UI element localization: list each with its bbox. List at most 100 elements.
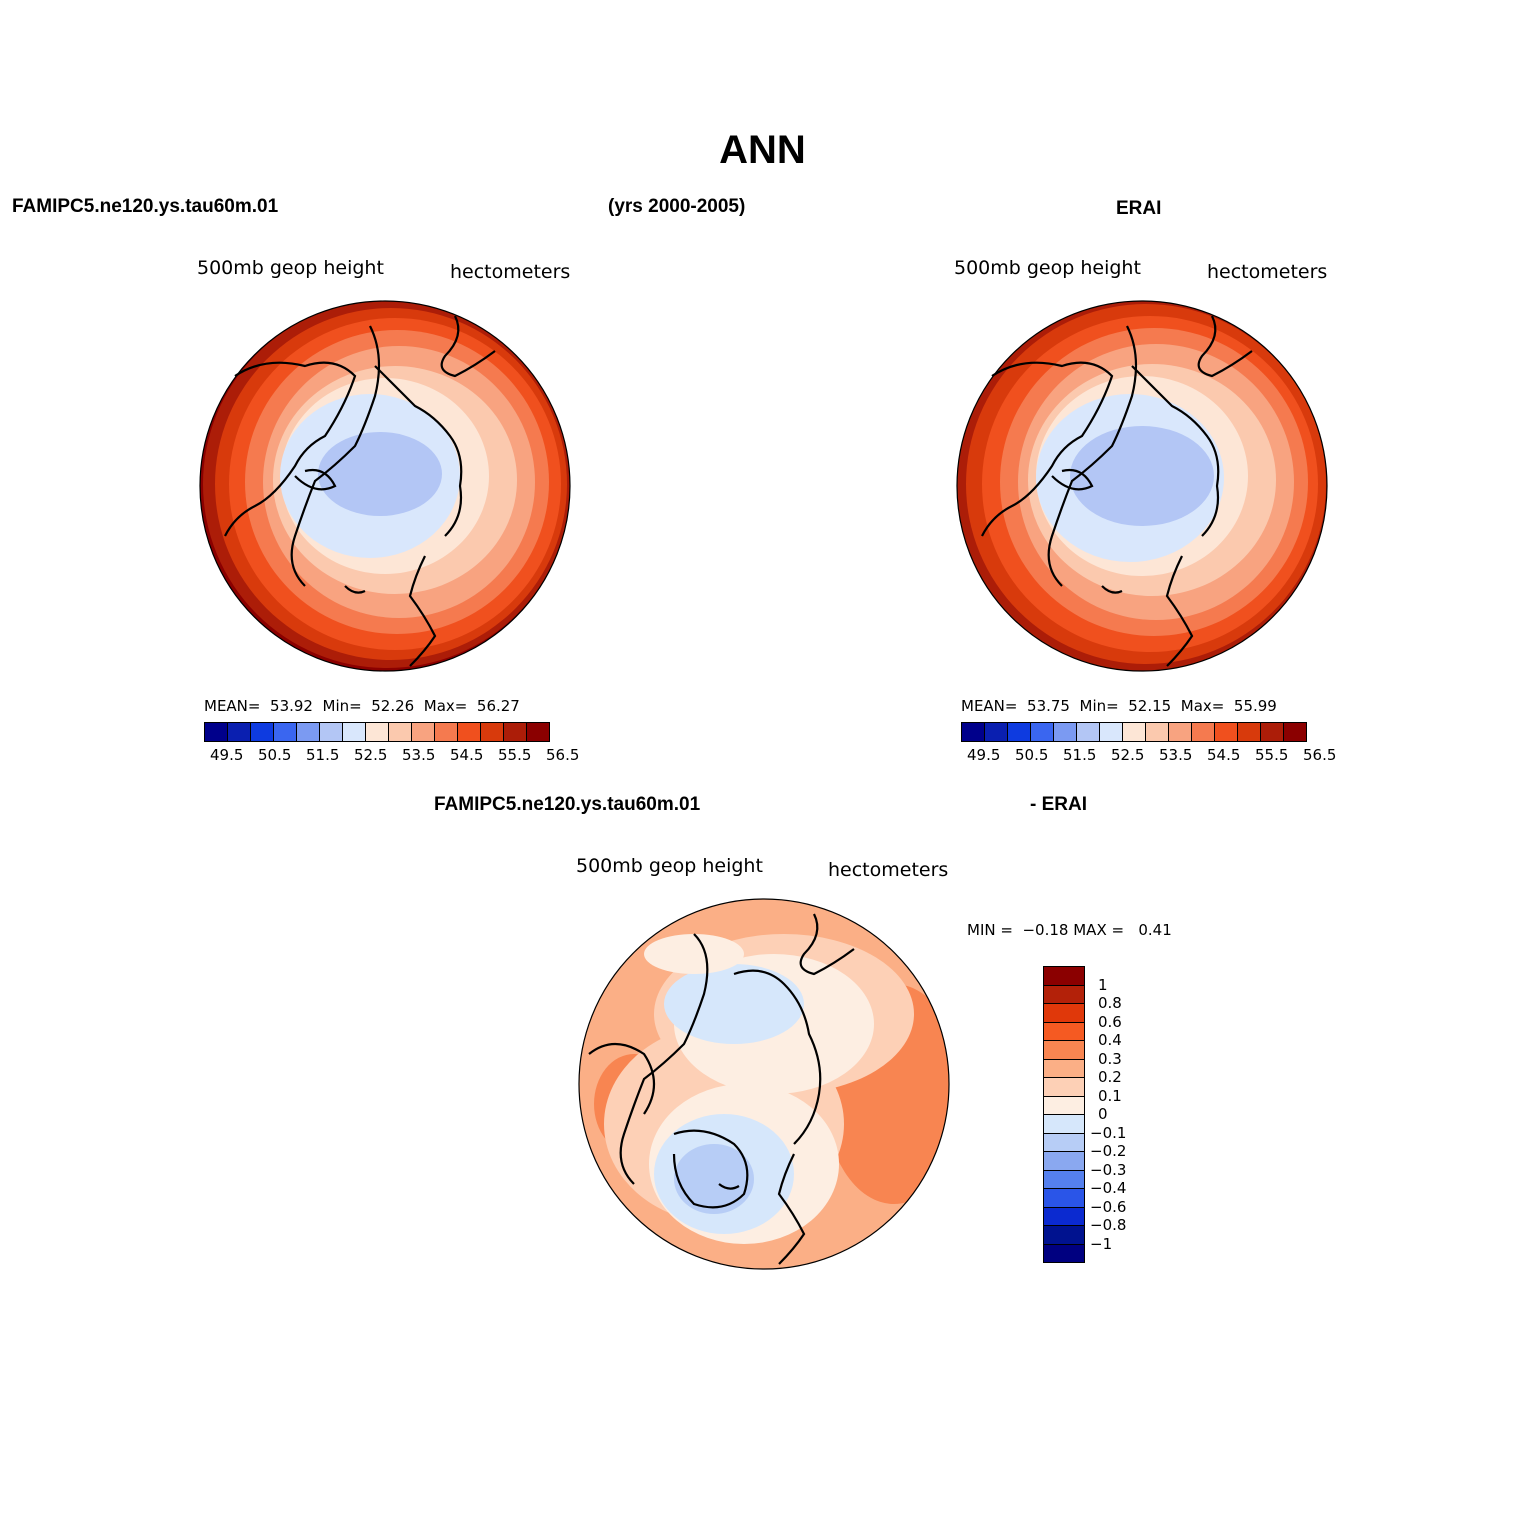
colorbar-tick-label: 56.5 [1303, 746, 1337, 764]
diff-colorbar-tick-label: −0.8 [1090, 1216, 1127, 1234]
case-title-left: FAMIPC5.ne120.ys.tau60m.01 [12, 196, 279, 217]
colorbar-swatch [1123, 723, 1146, 741]
diff-colorbar [1043, 966, 1085, 1263]
panel2-stats: MEAN= 53.75 Min= 52.15 Max= 55.99 [961, 697, 1277, 715]
years-title: (yrs 2000-2005) [608, 196, 746, 217]
diff-colorbar-swatch [1044, 1041, 1084, 1060]
panel2-colorbar-ticks: 49.5 50.5 51.5 52.5 53.5 54.5 55.5 56.5 [961, 746, 1336, 766]
diff-colorbar-tick-label: 0.3 [1098, 1049, 1122, 1068]
panel1-colorbar-ticks: 49.5 50.5 51.5 52.5 53.5 54.5 55.5 56.5 [204, 746, 579, 766]
panel3-units-label: hectometers [828, 859, 949, 881]
panel2-polar-map [956, 300, 1328, 672]
colorbar-swatch [527, 723, 549, 741]
panel1-coastlines [224, 315, 496, 667]
colorbar-swatch [1215, 723, 1238, 741]
diff-colorbar-swatch [1044, 1059, 1084, 1078]
colorbar-tick-label: 55.5 [1255, 746, 1289, 764]
diff-colorbar-swatch [1044, 1004, 1084, 1023]
colorbar-swatch [1192, 723, 1215, 741]
panel2-colorbar [961, 722, 1307, 742]
colorbar-swatch [389, 723, 412, 741]
colorbar-swatch [205, 723, 228, 741]
panel1-stats: MEAN= 53.92 Min= 52.26 Max= 56.27 [204, 697, 520, 715]
panel2-variable-label: 500mb geop height [954, 257, 1141, 279]
colorbar-tick-label: 55.5 [498, 746, 532, 764]
diff-colorbar-swatch [1044, 1133, 1084, 1152]
colorbar-tick-label: 51.5 [306, 746, 340, 764]
colorbar-tick-label: 50.5 [258, 746, 292, 764]
diff-colorbar-tick-label: −0.2 [1090, 1142, 1127, 1160]
colorbar-tick-label: 56.5 [546, 746, 580, 764]
diff-colorbar-ticks: 1 0.8 0.6 0.4 0.3 0.2 0.1 0 −0.1 −0.2 −0.3 −0.4 −0.6… [1090, 966, 1170, 1266]
diff-colorbar-swatch [1044, 1152, 1084, 1171]
colorbar-swatch [1146, 723, 1169, 741]
panel1-contour-fill [200, 301, 570, 671]
panel1-colorbar [204, 722, 550, 742]
panel3-polar-diff-map [578, 898, 950, 1270]
diff-colorbar-tick-label: −0.3 [1090, 1160, 1127, 1179]
diff-colorbar-swatch [1044, 1189, 1084, 1208]
diff-colorbar-tick-label: 0.1 [1098, 1086, 1122, 1105]
colorbar-swatch [481, 723, 504, 741]
diff-colorbar-swatch [1044, 1022, 1084, 1041]
colorbar-swatch [251, 723, 274, 741]
colorbar-swatch [1169, 723, 1192, 741]
colorbar-tick-label: 50.5 [1015, 746, 1049, 764]
diff-colorbar-swatch [1044, 985, 1084, 1004]
diff-colorbar-swatch [1044, 1207, 1084, 1226]
colorbar-tick-label: 52.5 [1111, 746, 1145, 764]
main-title: ANN [719, 128, 806, 172]
colorbar-swatch [1238, 723, 1261, 741]
colorbar-swatch [1054, 723, 1077, 741]
diff-colorbar-swatch [1044, 1096, 1084, 1115]
diff-colorbar-tick-label: 0 [1098, 1105, 1108, 1123]
obs-title-right: ERAI [1116, 198, 1162, 219]
panel1-units-label: hectometers [450, 261, 571, 283]
colorbar-swatch [985, 723, 1008, 741]
diff-colorbar-swatch [1044, 1115, 1084, 1134]
panel2-units-label: hectometers [1207, 261, 1328, 283]
diff-colorbar-tick-label: 0.2 [1098, 1068, 1122, 1086]
colorbar-tick-label: 53.5 [1159, 746, 1193, 764]
panel3-coastlines [588, 913, 855, 1265]
colorbar-swatch [504, 723, 527, 741]
panel3-stats: MIN = −0.18 MAX = 0.41 [967, 921, 1172, 939]
colorbar-swatch [1261, 723, 1284, 741]
diff-colorbar-swatch [1044, 1226, 1084, 1245]
diff-colorbar-tick-label: 1 [1098, 975, 1108, 994]
diff-colorbar-tick-label: −1 [1090, 1234, 1113, 1253]
panel2-contour-fill [957, 301, 1327, 671]
colorbar-swatch [458, 723, 481, 741]
diff-title-right: - ERAI [1030, 794, 1087, 815]
colorbar-swatch [320, 723, 343, 741]
colorbar-tick-label: 54.5 [1207, 746, 1241, 764]
panel2-coastlines [981, 315, 1253, 667]
diff-colorbar-tick-label: 0.6 [1098, 1012, 1122, 1031]
diff-colorbar-swatch [1044, 1078, 1084, 1097]
colorbar-swatch [412, 723, 435, 741]
colorbar-tick-label: 49.5 [210, 746, 244, 764]
diff-colorbar-swatch [1044, 967, 1084, 986]
colorbar-swatch [297, 723, 320, 741]
diff-colorbar-swatch [1044, 1170, 1084, 1189]
panel3-contour-fill [579, 899, 949, 1269]
colorbar-swatch [1077, 723, 1100, 741]
diff-colorbar-swatch [1044, 1244, 1084, 1262]
panel1-variable-label: 500mb geop height [197, 257, 384, 279]
panel3-variable-label: 500mb geop height [576, 855, 763, 877]
colorbar-swatch [274, 723, 297, 741]
colorbar-swatch [1100, 723, 1123, 741]
colorbar-swatch [1008, 723, 1031, 741]
diff-title-left: FAMIPC5.ne120.ys.tau60m.01 [434, 794, 701, 815]
panel1-polar-map [199, 300, 571, 672]
colorbar-tick-label: 54.5 [450, 746, 484, 764]
diff-colorbar-tick-label: 0.8 [1098, 994, 1122, 1012]
colorbar-swatch [962, 723, 985, 741]
diff-colorbar-tick-label: −0.6 [1090, 1197, 1127, 1216]
colorbar-swatch [1031, 723, 1054, 741]
diff-colorbar-tick-label: −0.4 [1090, 1179, 1127, 1197]
diff-colorbar-tick-label: 0.4 [1098, 1031, 1122, 1049]
colorbar-tick-label: 52.5 [354, 746, 388, 764]
colorbar-swatch [343, 723, 366, 741]
diff-colorbar-tick-label: −0.1 [1090, 1123, 1127, 1142]
